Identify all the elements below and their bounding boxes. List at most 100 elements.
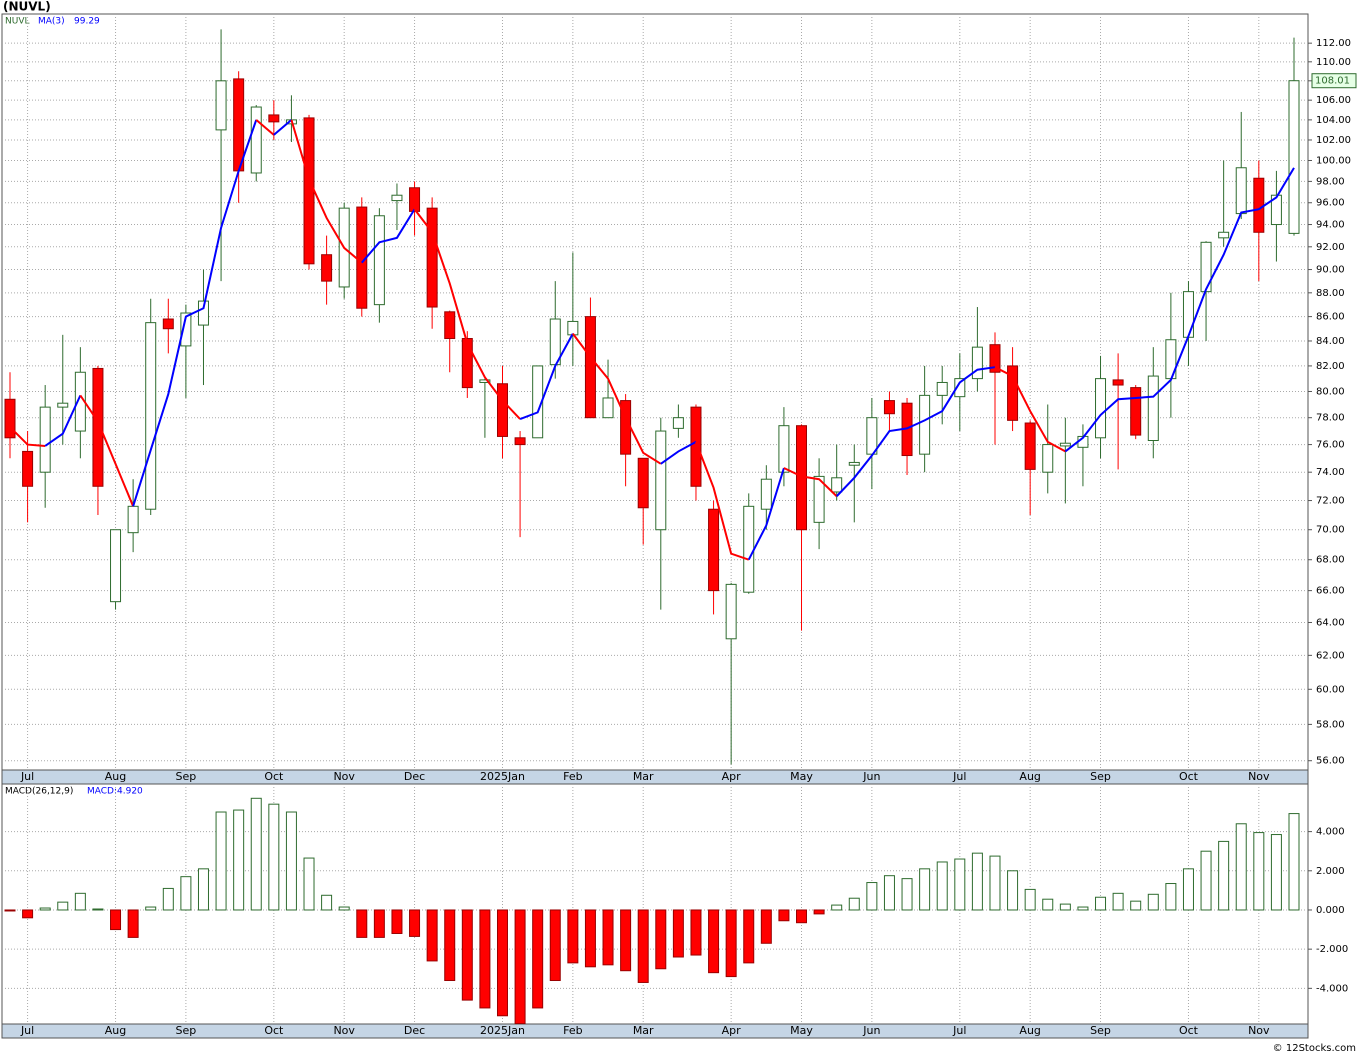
candle-body	[1059, 442, 1071, 447]
candle-body	[461, 338, 473, 389]
candle-body	[743, 505, 755, 593]
candle-body	[866, 417, 878, 455]
candle-body	[1112, 379, 1124, 386]
x-tick-label: Jul	[952, 1024, 966, 1037]
candle-body	[1042, 444, 1054, 473]
x-tick-label: Aug	[1019, 770, 1040, 783]
candle-body	[145, 322, 157, 510]
macd-bar	[180, 876, 192, 911]
macd-bar	[92, 908, 104, 911]
candle-body	[831, 477, 843, 493]
y-tick-label: 64.00	[1316, 617, 1345, 628]
candle-body	[954, 378, 966, 398]
macd-bar	[303, 857, 315, 911]
x-tick-label: Nov	[333, 770, 355, 783]
x-tick-label: Dec	[404, 1024, 425, 1037]
x-tick-label: Apr	[722, 770, 742, 783]
candle-body	[1024, 422, 1036, 470]
candle-body	[1270, 194, 1282, 226]
macd-bar	[866, 882, 878, 911]
macd-bar	[655, 909, 667, 970]
macd-bar	[110, 909, 122, 931]
y-tick-label: 0.000	[1316, 905, 1345, 916]
x-tick-label: Jul	[952, 770, 966, 783]
candle-body	[321, 254, 333, 282]
title: (NUVL)	[3, 0, 51, 14]
y-tick-label: 62.00	[1316, 650, 1345, 661]
y-tick-label: 72.00	[1316, 496, 1345, 507]
y-tick-label: 70.00	[1316, 525, 1345, 536]
candle-body	[778, 425, 790, 473]
x-tick-label: Mar	[633, 770, 654, 783]
x-tick-label: May	[790, 1024, 813, 1037]
macd-bar	[1147, 893, 1159, 911]
macd-bar	[162, 887, 174, 911]
candle-body	[250, 106, 262, 174]
x-tick-label: Nov	[333, 1024, 355, 1037]
x-tick-label: 2025Jan	[480, 1024, 525, 1037]
macd-bar	[479, 909, 491, 1009]
y-tick-label: 68.00	[1316, 555, 1345, 566]
macd-bar	[584, 909, 596, 968]
candle-body	[672, 417, 684, 429]
candle-body	[690, 406, 702, 487]
y-tick-label: 56.00	[1316, 756, 1345, 767]
x-tick-label: Sep	[1090, 1024, 1111, 1037]
macd-bar	[268, 803, 280, 911]
ma-line	[747, 467, 785, 561]
macd-bar	[1235, 823, 1247, 911]
y-tick-label: 100.00	[1316, 155, 1351, 166]
y-tick-label: -4.000	[1316, 983, 1348, 994]
macd-bar	[373, 909, 385, 938]
macd-bar	[1253, 832, 1265, 911]
candle-body	[1147, 375, 1159, 442]
candle-body	[197, 300, 209, 326]
macd-bar	[285, 811, 297, 911]
ma-line	[660, 440, 697, 465]
ma-line	[695, 441, 750, 561]
candle-body	[215, 80, 227, 131]
candle-body	[919, 394, 931, 455]
macd-bar	[444, 909, 456, 982]
ma-line	[9, 426, 46, 447]
macd-bar	[409, 909, 421, 937]
macd-bar	[637, 909, 649, 983]
x-tick-label: Oct	[264, 1024, 284, 1037]
macd-bar	[1288, 813, 1300, 911]
y-tick-label: -2.000	[1316, 944, 1348, 955]
y-tick-label: 74.00	[1316, 467, 1345, 478]
candle-body	[57, 402, 69, 408]
macd-bar	[1130, 900, 1142, 911]
macd-bar	[620, 909, 632, 972]
y-tick-label: 112.00	[1316, 38, 1351, 49]
candle-body	[1235, 167, 1247, 215]
ma-line	[1064, 167, 1295, 453]
candle-body	[22, 450, 34, 487]
y-tick-label: 58.00	[1316, 719, 1345, 730]
macd-bar	[514, 909, 526, 1025]
candle-body	[4, 398, 16, 439]
macd-bar	[1007, 870, 1019, 911]
macd-bar	[532, 909, 544, 1009]
candle-body	[514, 437, 526, 446]
macd-bar	[813, 909, 825, 915]
macd-bar	[426, 909, 438, 962]
price-panel	[1, 13, 1309, 771]
macd-bar	[672, 909, 684, 958]
candle-body	[426, 207, 438, 308]
ticker: NUVL	[5, 17, 30, 27]
macd-bar	[1270, 834, 1282, 911]
candle-body	[1218, 231, 1230, 239]
y-tick-label: 60.00	[1316, 684, 1345, 695]
ma-line	[255, 119, 275, 136]
candle-body	[373, 215, 385, 306]
macd-bar	[250, 797, 262, 911]
macd-bar	[725, 909, 737, 978]
y-tick-label: 106.00	[1316, 95, 1351, 106]
macd-bar	[356, 909, 368, 938]
macd-bar	[197, 868, 209, 911]
macd-bar	[954, 858, 966, 911]
x-axis-strip	[1, 769, 1309, 785]
macd-bar	[831, 904, 843, 911]
